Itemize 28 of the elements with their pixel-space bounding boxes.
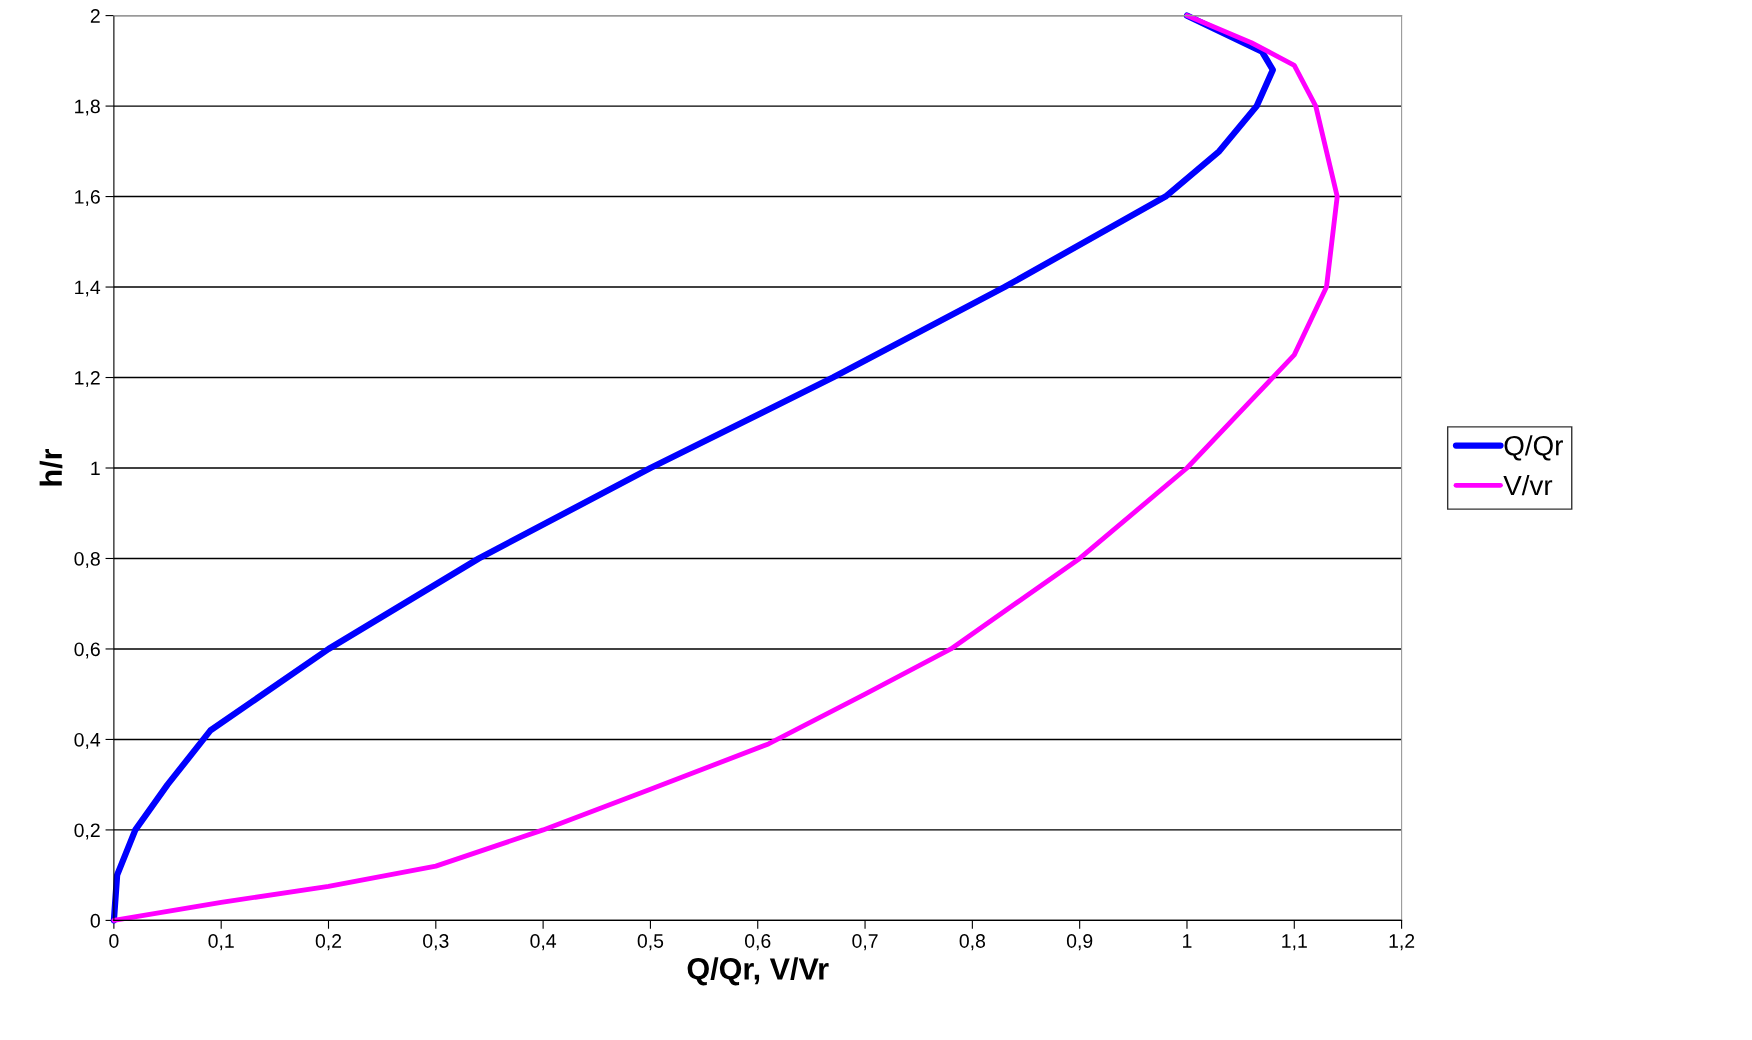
legend-label: Q/Qr [1504, 435, 1563, 461]
x-tick-label: 0,9 [1066, 934, 1093, 951]
x-tick-label: 0,4 [530, 934, 557, 951]
x-tick-label: 0,6 [744, 934, 771, 951]
x-tick-label: 0,3 [423, 934, 449, 951]
x-tick-label: 0 [109, 934, 119, 948]
y-tick-label: 0,8 [74, 551, 100, 569]
y-tick-label: 1,2 [75, 370, 100, 388]
y-tick-label: 2 [90, 9, 100, 23]
y-tick-label: 1 [91, 461, 100, 476]
y-tick-label: 1,8 [75, 99, 100, 116]
legend-label: V/vr [1503, 474, 1553, 496]
x-tick-label: 1,1 [1282, 934, 1307, 951]
x-tick-label: 0,8 [959, 934, 986, 951]
y-tick-label: 0,4 [74, 732, 101, 749]
y-tick-label: 1,4 [75, 280, 101, 297]
y-tick-label: 1,6 [75, 190, 100, 207]
y-tick-label: 0 [90, 913, 100, 928]
x-tick-label: 0,2 [315, 934, 342, 951]
x-tick-label: 0,1 [208, 934, 234, 951]
x-tick-label: 1 [1183, 934, 1192, 948]
y-tick-label: 0,6 [74, 642, 100, 659]
y-tick-label: 0,2 [74, 823, 100, 840]
x-tick-label: 1,2 [1389, 934, 1415, 951]
x-tick-label: 0,7 [852, 934, 878, 951]
x-tick-label: 0,5 [637, 934, 664, 951]
x-axis-title: Q/Qr, V/Vr [687, 957, 829, 986]
y-axis-title: h/r [39, 448, 63, 486]
